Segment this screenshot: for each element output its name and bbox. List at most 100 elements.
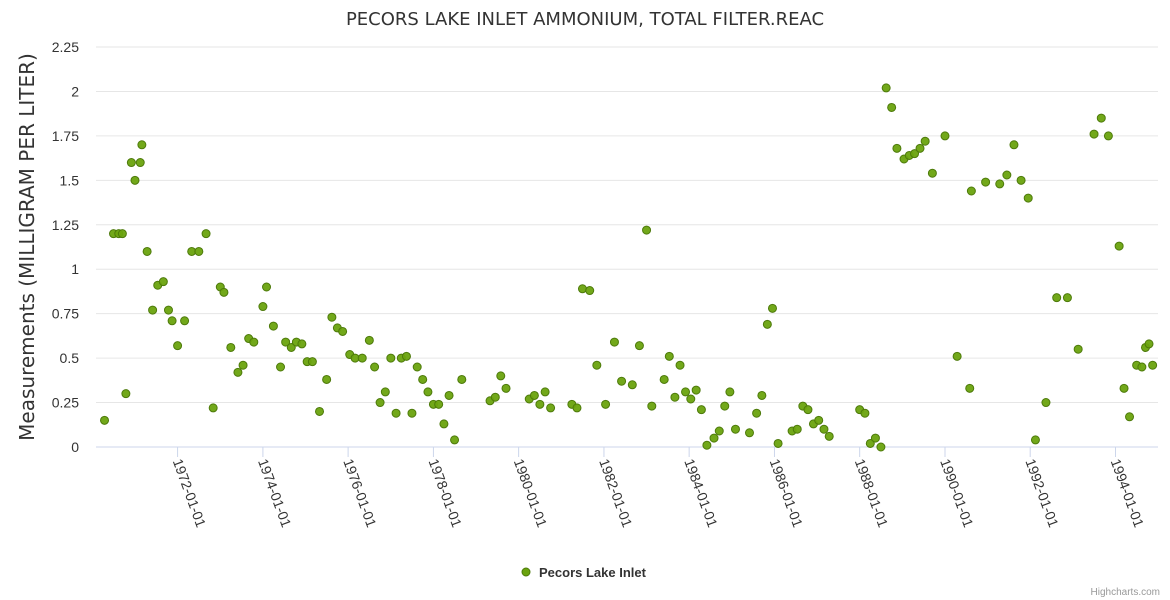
data-point[interactable] xyxy=(412,362,422,372)
data-point[interactable] xyxy=(258,302,268,312)
data-point[interactable] xyxy=(439,419,449,429)
data-point[interactable] xyxy=(881,83,891,93)
data-point[interactable] xyxy=(1023,193,1033,203)
data-point[interactable] xyxy=(208,403,218,413)
data-point[interactable] xyxy=(546,403,556,413)
data-point[interactable] xyxy=(720,401,730,411)
data-point[interactable] xyxy=(457,374,467,384)
data-point[interactable] xyxy=(617,376,627,386)
data-point[interactable] xyxy=(180,316,190,326)
data-point[interactable] xyxy=(121,389,131,399)
data-point[interactable] xyxy=(167,316,177,326)
data-point[interactable] xyxy=(233,367,243,377)
legend[interactable]: Pecors Lake Inlet xyxy=(521,565,647,580)
data-point[interactable] xyxy=(496,371,506,381)
data-point[interactable] xyxy=(691,385,701,395)
data-point[interactable] xyxy=(887,102,897,112)
data-point[interactable] xyxy=(965,383,975,393)
data-point[interactable] xyxy=(814,415,824,425)
data-point[interactable] xyxy=(725,387,735,397)
data-point[interactable] xyxy=(535,399,545,409)
data-point[interactable] xyxy=(226,342,236,352)
data-point[interactable] xyxy=(1002,170,1012,180)
data-point[interactable] xyxy=(1119,383,1129,393)
data-point[interactable] xyxy=(490,392,500,402)
data-point[interactable] xyxy=(126,158,136,168)
data-point[interactable] xyxy=(370,362,380,372)
data-point[interactable] xyxy=(434,399,444,409)
data-point[interactable] xyxy=(634,341,644,351)
data-point[interactable] xyxy=(268,321,278,331)
data-point[interactable] xyxy=(262,282,272,292)
data-point[interactable] xyxy=(286,342,296,352)
data-point[interactable] xyxy=(307,357,317,367)
data-point[interactable] xyxy=(609,337,619,347)
data-point[interactable] xyxy=(860,408,870,418)
data-point[interactable] xyxy=(585,286,595,296)
data-point[interactable] xyxy=(135,158,145,168)
data-point[interactable] xyxy=(686,394,696,404)
data-point[interactable] xyxy=(540,387,550,397)
data-point[interactable] xyxy=(297,339,307,349)
data-point[interactable] xyxy=(803,405,813,415)
legend-label[interactable]: Pecors Lake Inlet xyxy=(539,565,647,580)
data-point[interactable] xyxy=(173,341,183,351)
data-point[interactable] xyxy=(752,408,762,418)
data-point[interactable] xyxy=(910,149,920,159)
data-point[interactable] xyxy=(627,380,637,390)
data-point[interactable] xyxy=(423,387,433,397)
data-point[interactable] xyxy=(592,360,602,370)
credits-link[interactable]: Highcharts.com xyxy=(1091,587,1160,598)
data-point[interactable] xyxy=(1030,435,1040,445)
data-point[interactable] xyxy=(1016,175,1026,185)
data-point[interactable] xyxy=(1114,241,1124,251)
data-point[interactable] xyxy=(1096,113,1106,123)
data-point[interactable] xyxy=(995,179,1005,189)
data-point[interactable] xyxy=(391,408,401,418)
data-point[interactable] xyxy=(1009,140,1019,150)
data-point[interactable] xyxy=(714,426,724,436)
data-point[interactable] xyxy=(375,398,385,408)
data-point[interactable] xyxy=(1041,398,1051,408)
data-point[interactable] xyxy=(238,360,248,370)
data-point[interactable] xyxy=(915,143,925,153)
data-point[interactable] xyxy=(418,374,428,384)
data-point[interactable] xyxy=(1073,344,1083,354)
data-point[interactable] xyxy=(142,246,152,256)
data-point[interactable] xyxy=(647,401,657,411)
data-point[interactable] xyxy=(572,403,582,413)
data-point[interactable] xyxy=(327,312,337,322)
data-point[interactable] xyxy=(876,442,886,452)
data-point[interactable] xyxy=(1144,339,1154,349)
data-point[interactable] xyxy=(675,360,685,370)
data-point[interactable] xyxy=(444,390,454,400)
data-point[interactable] xyxy=(709,433,719,443)
data-point[interactable] xyxy=(927,168,937,178)
data-point[interactable] xyxy=(1052,293,1062,303)
data-point[interactable] xyxy=(664,351,674,361)
data-point[interactable] xyxy=(249,337,259,347)
legend-marker-icon[interactable] xyxy=(521,567,531,577)
data-point[interactable] xyxy=(130,175,140,185)
data-point[interactable] xyxy=(450,435,460,445)
data-point[interactable] xyxy=(163,305,173,315)
data-point[interactable] xyxy=(696,405,706,415)
data-point[interactable] xyxy=(357,353,367,363)
data-point[interactable] xyxy=(201,229,211,239)
data-point[interactable] xyxy=(529,390,539,400)
data-point[interactable] xyxy=(681,387,691,397)
data-point[interactable] xyxy=(364,335,374,345)
data-point[interactable] xyxy=(137,140,147,150)
data-point[interactable] xyxy=(380,387,390,397)
data-point[interactable] xyxy=(642,225,652,235)
data-point[interactable] xyxy=(281,337,291,347)
data-point[interactable] xyxy=(117,229,127,239)
data-point[interactable] xyxy=(981,177,991,187)
data-point[interactable] xyxy=(501,383,511,393)
data-point[interactable] xyxy=(870,433,880,443)
data-point[interactable] xyxy=(659,374,669,384)
data-point[interactable] xyxy=(577,284,587,294)
data-point[interactable] xyxy=(757,390,767,400)
data-point[interactable] xyxy=(792,424,802,434)
data-point[interactable] xyxy=(100,415,110,425)
